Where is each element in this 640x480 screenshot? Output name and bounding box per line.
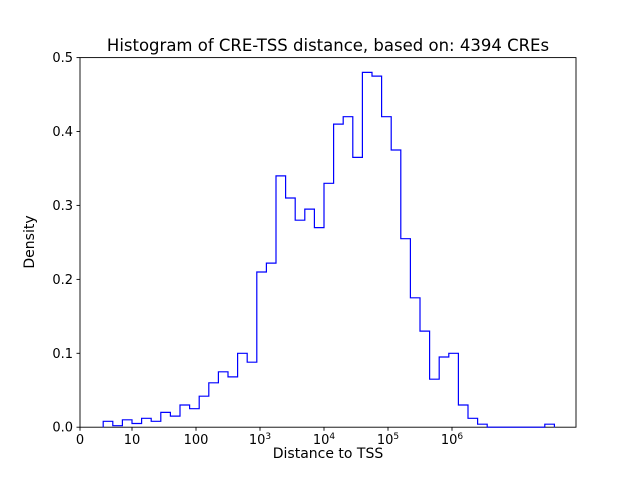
x-tick-label: 100 (184, 433, 209, 448)
x-tick-label: 104 (313, 432, 336, 448)
x-tick-label: 106 (441, 432, 464, 448)
y-tick-label: 0.2 (52, 273, 73, 288)
chart-title: Histogram of CRE-TSS distance, based on:… (106, 36, 550, 55)
x-axis-label: Distance to TSS (272, 446, 384, 462)
x-tick-label: 105 (377, 432, 399, 448)
y-tick-label: 0.3 (52, 199, 73, 214)
x-tick-label: 103 (249, 432, 271, 448)
x-tick-label: 10 (124, 433, 141, 448)
y-tick-label: 0.5 (52, 51, 73, 66)
axes-box (79, 57, 577, 428)
y-tick-label: 0.4 (52, 125, 73, 140)
histogram-step-line (102, 71, 555, 428)
y-tick-label: 0.1 (52, 347, 73, 362)
y-tick-label: 0.0 (52, 421, 73, 436)
x-tick-label: 0 (76, 433, 84, 448)
